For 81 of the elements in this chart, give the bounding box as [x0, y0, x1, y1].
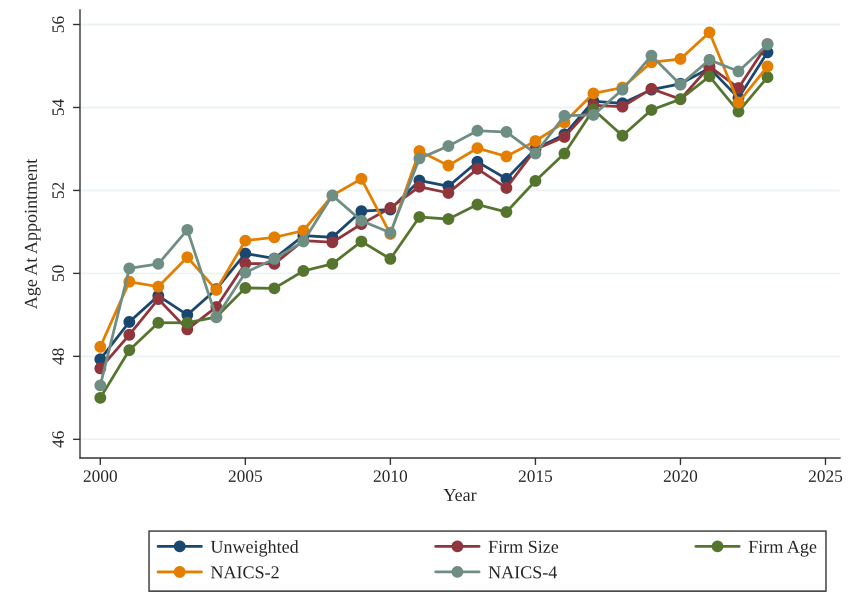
point — [123, 328, 136, 341]
y-tick-label: 48 — [52, 348, 64, 365]
point — [704, 26, 716, 38]
y-tick-label: 54 — [52, 99, 64, 116]
point — [413, 152, 426, 164]
point — [181, 316, 194, 329]
point — [181, 251, 194, 264]
point — [355, 172, 368, 185]
point — [530, 148, 542, 160]
point — [732, 96, 744, 108]
point — [152, 258, 164, 270]
x-tick-label: 2025 — [808, 470, 842, 482]
point — [123, 344, 136, 356]
legend-label: NAICS-2 — [210, 566, 279, 578]
x-tick-label: 2005 — [228, 470, 262, 482]
point — [413, 180, 426, 193]
x-tick-label: 2000 — [84, 470, 118, 482]
point — [558, 148, 570, 160]
y-tick-label: 56 — [52, 16, 64, 32]
point — [616, 84, 628, 96]
point — [704, 54, 716, 66]
point — [500, 182, 512, 194]
point — [442, 140, 454, 152]
point — [674, 53, 686, 65]
point — [646, 104, 658, 116]
legend-label: Firm Size — [488, 540, 558, 553]
point — [500, 150, 512, 162]
point — [355, 214, 368, 227]
point — [152, 280, 164, 293]
point — [472, 124, 484, 137]
point — [500, 126, 512, 138]
point — [94, 392, 106, 404]
y-tick-label: 46 — [52, 431, 64, 448]
legend-label: NAICS-4 — [488, 566, 558, 578]
y-tick-label: 52 — [52, 182, 64, 198]
point — [297, 265, 310, 277]
point — [94, 380, 106, 392]
point — [704, 70, 716, 82]
point — [442, 213, 454, 225]
point — [646, 50, 658, 62]
x-tick-label: 2015 — [518, 470, 552, 482]
point — [239, 282, 252, 294]
point — [268, 282, 280, 294]
point — [413, 211, 426, 223]
point — [442, 187, 454, 199]
legend-label: Firm Age — [748, 540, 816, 557]
point — [588, 109, 600, 121]
point — [558, 110, 570, 122]
point — [472, 142, 484, 154]
point — [616, 100, 628, 113]
point — [123, 262, 136, 274]
point — [762, 60, 774, 72]
point — [355, 236, 368, 248]
point — [239, 266, 252, 278]
x-tick-label: 2010 — [374, 470, 408, 482]
point — [588, 87, 600, 100]
point — [181, 224, 194, 236]
point — [123, 316, 136, 328]
point — [442, 160, 454, 172]
x-axis-title: Year — [444, 489, 476, 502]
point — [239, 234, 252, 247]
point — [268, 231, 280, 244]
point — [530, 135, 542, 147]
x-tick-label: 2020 — [664, 470, 698, 482]
point — [558, 131, 570, 143]
point — [94, 340, 106, 353]
point — [152, 316, 164, 329]
point — [326, 236, 338, 248]
point — [500, 206, 512, 218]
point — [472, 162, 484, 175]
point — [384, 252, 396, 265]
point — [616, 130, 628, 142]
point — [472, 198, 484, 210]
point — [326, 258, 338, 270]
point — [530, 175, 542, 187]
point — [762, 71, 774, 84]
point — [152, 293, 164, 306]
y-axis-title: Age At Appointment — [24, 158, 41, 310]
point — [732, 65, 744, 78]
legend-label: Unweighted — [210, 540, 298, 557]
y-tick-label: 50 — [52, 265, 64, 282]
